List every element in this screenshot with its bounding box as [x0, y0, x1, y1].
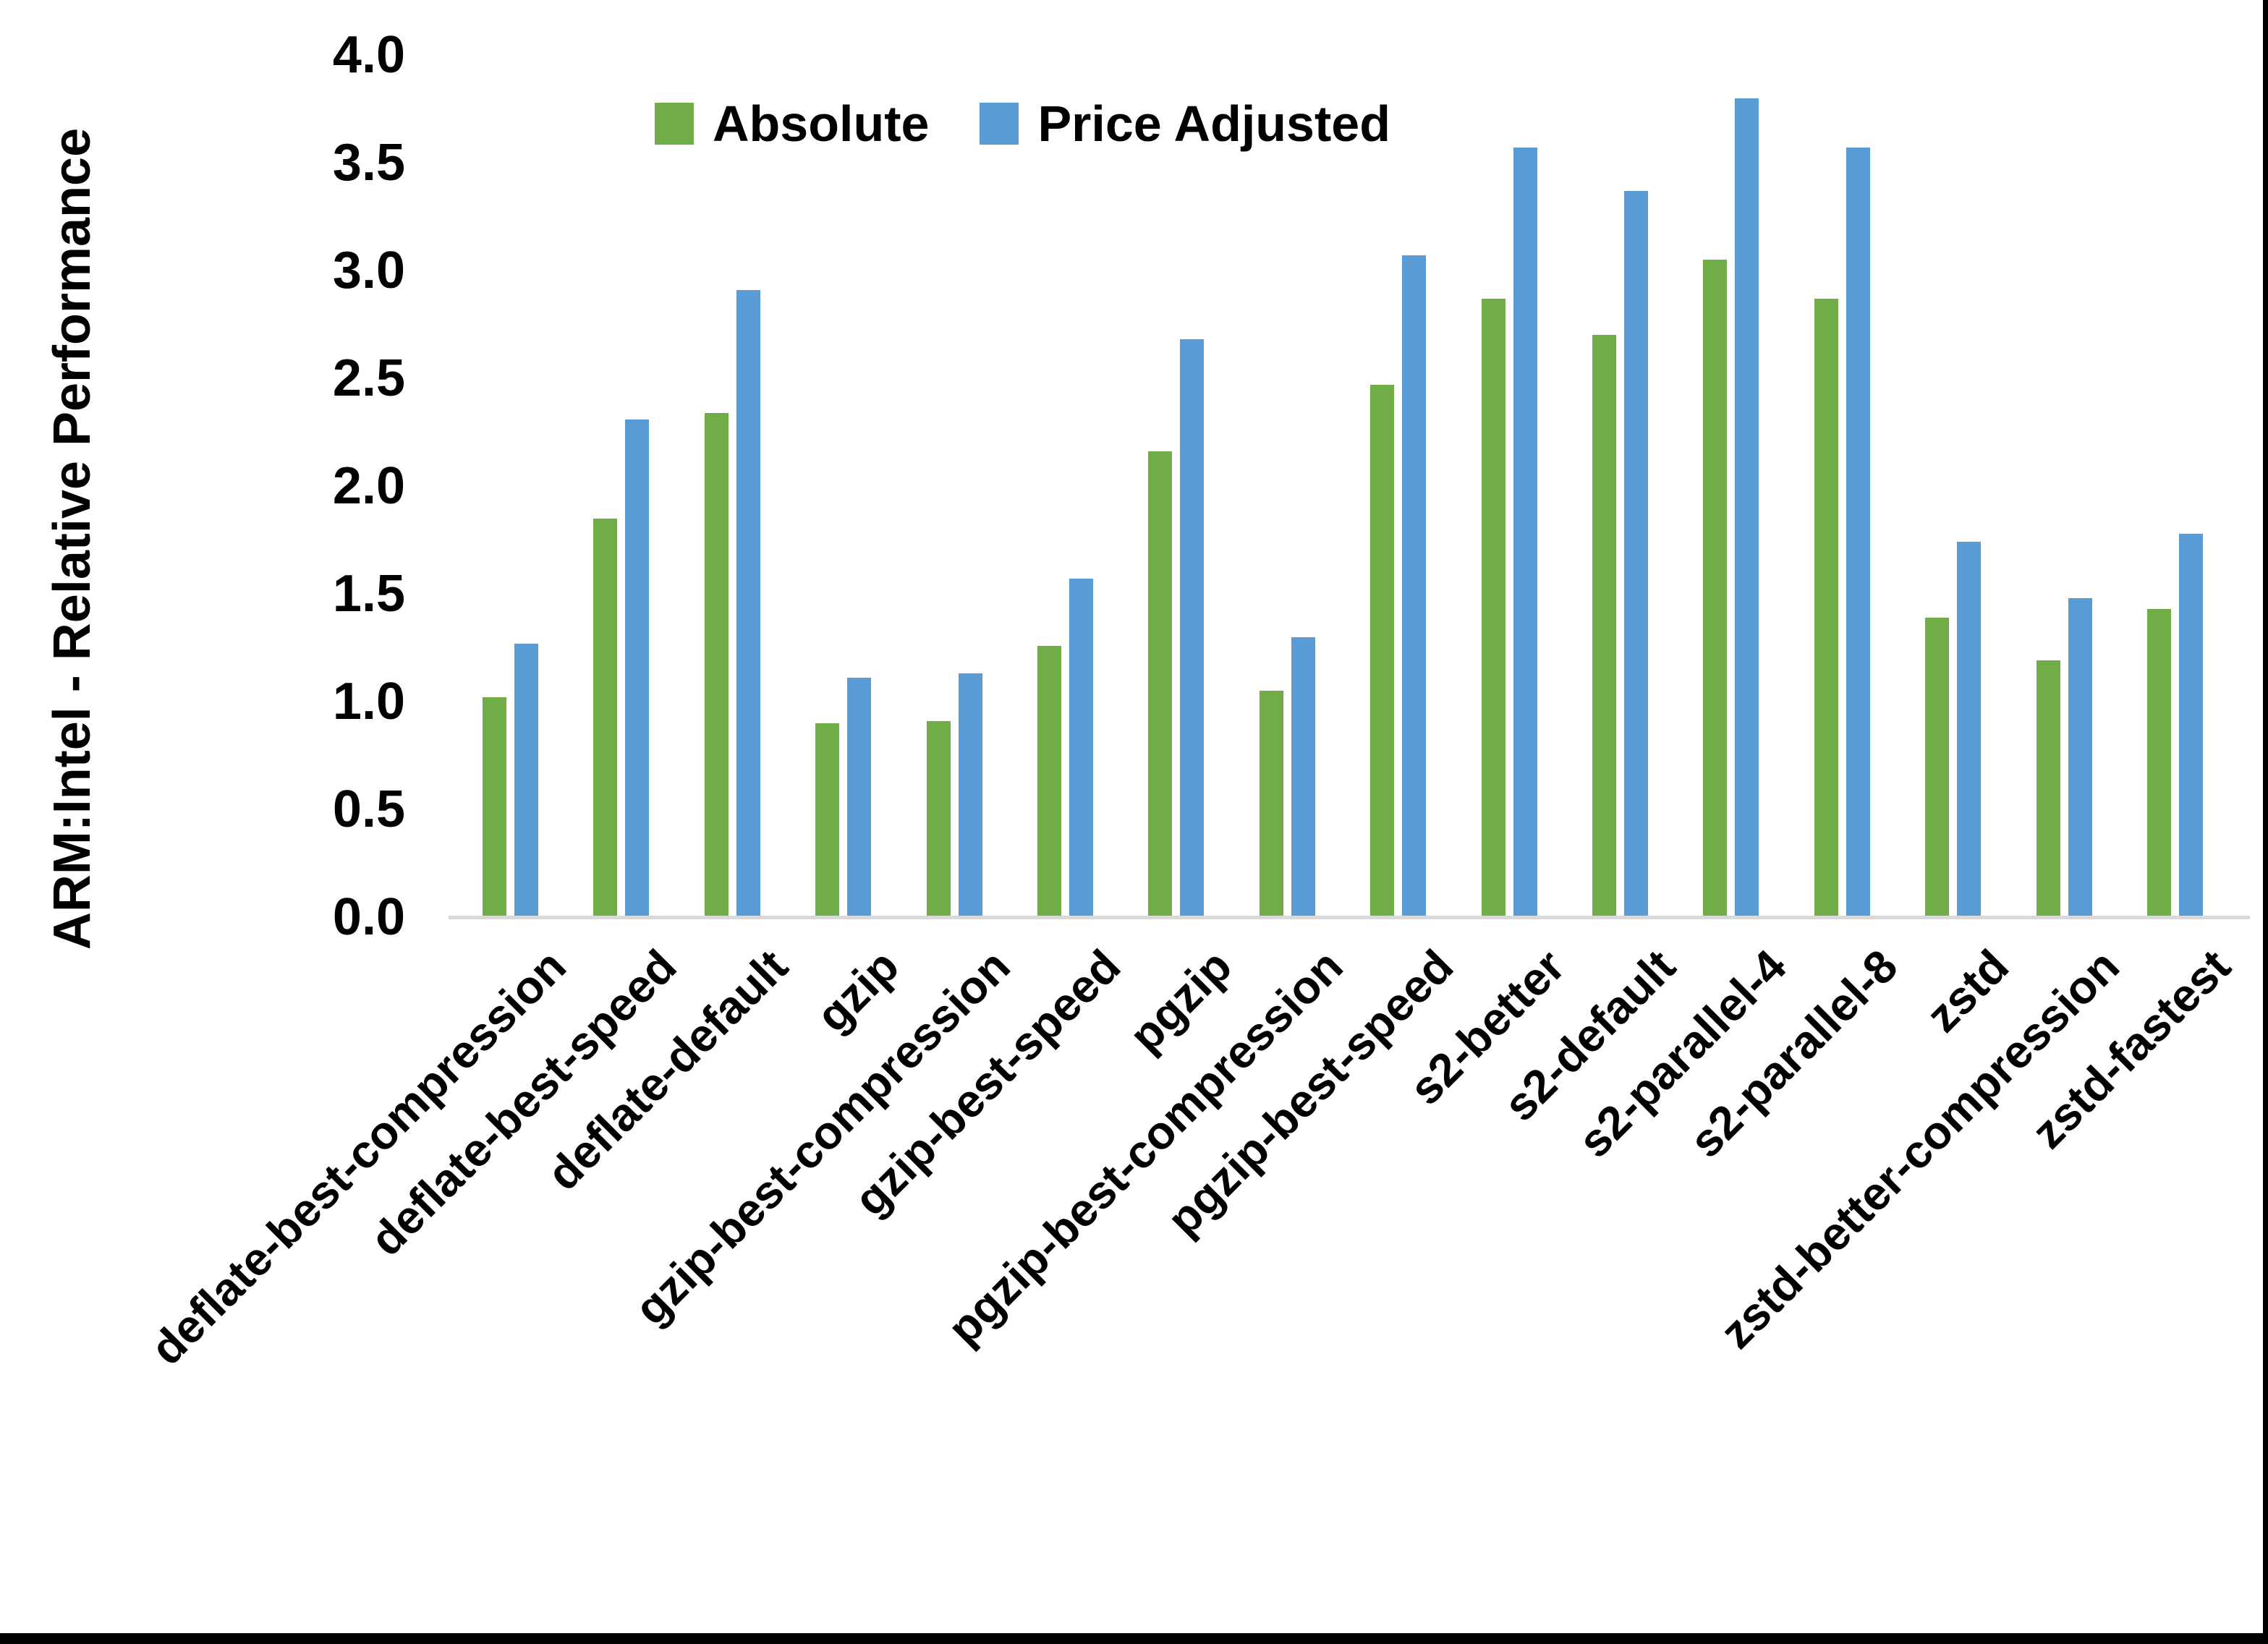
bar-price-adjusted	[1513, 148, 1537, 917]
legend-swatch-price-adjusted-icon	[980, 103, 1019, 145]
y-tick-label: 2.5	[332, 349, 405, 407]
bar-price-adjusted	[1846, 148, 1870, 917]
bar-price-adjusted	[847, 678, 871, 917]
legend: Absolute Price Adjusted	[655, 98, 1390, 149]
y-tick-label: 4.0	[332, 26, 405, 84]
bar-absolute	[2147, 609, 2171, 917]
bar-price-adjusted	[1291, 637, 1315, 917]
y-tick-label: 0.5	[332, 780, 405, 838]
bar-absolute	[483, 697, 506, 917]
y-tick-label: 0.0	[332, 888, 405, 946]
bar-absolute	[1814, 299, 1838, 917]
bar-absolute	[705, 413, 729, 917]
bar-absolute	[1148, 451, 1172, 917]
bar-absolute	[1703, 260, 1727, 917]
bar-price-adjusted	[1069, 579, 1093, 917]
page-border-right	[2263, 0, 2268, 1644]
bar-price-adjusted	[514, 644, 538, 917]
bar-price-adjusted	[2179, 534, 2203, 917]
bar-absolute	[1037, 646, 1061, 917]
bar-absolute	[927, 721, 951, 917]
bar-absolute	[1370, 385, 1394, 917]
x-axis-line	[449, 916, 2250, 919]
legend-label-absolute: Absolute	[713, 95, 930, 152]
bar-price-adjusted	[1735, 98, 1759, 917]
bar-price-adjusted	[1402, 255, 1426, 917]
legend-item-price-adjusted: Price Adjusted	[980, 98, 1390, 149]
x-category-label: zstd	[1916, 940, 2018, 1042]
y-tick-label: 1.5	[332, 565, 405, 623]
x-category-label: deflate-best-compression	[140, 940, 576, 1375]
x-category-label: gzip	[806, 940, 909, 1042]
legend-item-absolute: Absolute	[655, 98, 929, 149]
bar-price-adjusted	[1180, 339, 1204, 917]
bar-price-adjusted	[625, 419, 649, 917]
bar-price-adjusted	[1957, 542, 1981, 917]
bar-price-adjusted	[1624, 191, 1648, 917]
bar-absolute	[1482, 299, 1505, 917]
bar-absolute	[2036, 660, 2060, 917]
bar-price-adjusted	[959, 673, 982, 917]
y-tick-label: 1.0	[332, 673, 405, 731]
bar-absolute	[593, 519, 617, 917]
y-tick-label: 3.5	[332, 134, 405, 192]
page-border-bottom	[0, 1633, 2268, 1644]
bar-absolute	[1260, 691, 1283, 917]
bar-absolute	[1925, 618, 1949, 917]
bar-price-adjusted	[736, 290, 760, 917]
y-tick-label: 3.0	[332, 242, 405, 299]
bar-absolute	[815, 723, 839, 917]
bar-price-adjusted	[2068, 598, 2092, 917]
legend-label-price-adjusted: Price Adjusted	[1037, 95, 1390, 152]
legend-swatch-absolute-icon	[655, 103, 694, 145]
y-tick-label: 2.0	[332, 457, 405, 515]
bar-absolute	[1592, 335, 1616, 917]
